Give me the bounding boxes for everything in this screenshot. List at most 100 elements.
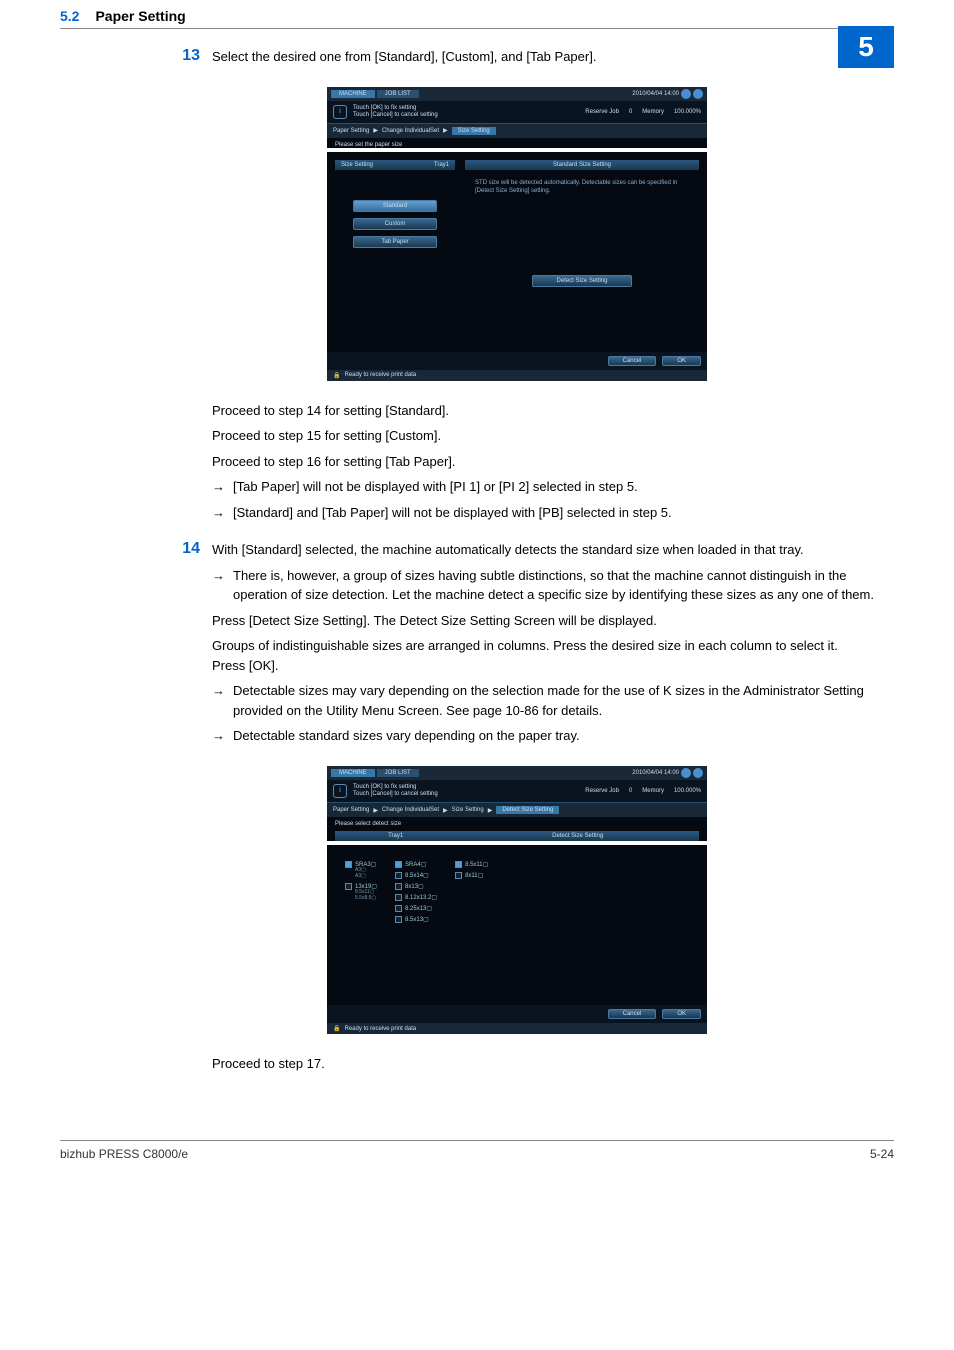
size-option[interactable]: 8.12x13.2▢ [395,894,437,901]
step13-text: Select the desired one from [Standard], … [212,47,874,67]
screenshot-size-setting: MACHINE JOB LIST 2010/04/04 14:00 i Touc… [327,87,707,381]
cancel-button[interactable]: Cancel [608,356,657,366]
help-icon[interactable] [681,89,691,99]
step-number-14: 14 [160,540,200,752]
datetime: 2010/04/04 14:00 [632,770,679,776]
size-option[interactable]: 8.25x13▢ [395,905,437,912]
left-header: Size Setting [341,162,373,168]
size-option[interactable]: SRA4▢ [395,861,437,868]
info-icon[interactable] [693,89,703,99]
section-number: 5.2 [60,8,79,24]
size-option[interactable]: 8x13▢ [395,883,437,890]
memory-label: Memory [642,109,664,115]
prompt-text: Please set the paper size [335,142,699,148]
footer-right: 5-24 [870,1147,894,1161]
checkbox-icon[interactable] [345,883,352,890]
status-text: Ready to receive print data [344,1026,416,1032]
size-label: 8.5x14▢ [405,872,429,879]
screenshot-detect-size: MACHINE JOB LIST 2010/04/04 14:00 i Touc… [327,766,707,1034]
checkbox-icon[interactable] [395,872,402,879]
chapter-badge: 5 [838,26,894,68]
status-text: Ready to receive print data [344,372,416,378]
step13-after-2: Proceed to step 15 for setting [Custom]. [212,426,874,446]
info-line1: Touch [OK] to fix setting [353,105,585,112]
info-badge-icon: i [333,105,347,119]
breadcrumb-1[interactable]: Paper Setting [333,128,369,134]
size-sub-label: 5.5x8.5▢ [355,896,376,902]
step14-mid-2: Groups of indistinguishable sizes are ar… [212,636,874,675]
chevron-icon: ▶ [443,127,448,134]
breadcrumb-2[interactable]: Change IndividualSet [382,807,439,813]
datetime: 2010/04/04 14:00 [632,91,679,97]
tray-header: Tray1 [335,831,456,841]
checkbox-icon[interactable] [395,861,402,868]
breadcrumb-1[interactable]: Paper Setting [333,807,369,813]
size-label: 8.12x13.2▢ [405,894,437,901]
custom-option[interactable]: Custom [353,218,437,230]
reserve-label: Reserve Job [585,109,619,115]
lock-icon: 🔒 [333,1025,340,1032]
size-option[interactable]: 8x11▢ [455,872,488,879]
step14-after: Proceed to step 17. [212,1054,874,1074]
ok-button[interactable]: OK [662,1009,701,1019]
prompt-text: Please select detect size [335,821,699,827]
checkbox-icon[interactable] [395,916,402,923]
size-label: 8x11▢ [465,872,483,879]
info-line2: Touch [Cancel] to cancel setting [353,791,585,798]
size-sub-label: A3▢ [355,874,366,880]
right-header: Standard Size Setting [465,160,699,170]
cancel-button[interactable]: Cancel [608,1009,657,1019]
reserve-value: 0 [629,788,632,794]
step14-mid-1: Press [Detect Size Setting]. The Detect … [212,611,874,631]
step-number-13: 13 [160,47,200,73]
info-line2: Touch [Cancel] to cancel setting [353,112,585,119]
checkbox-icon[interactable] [345,861,352,868]
memory-value: 100.000% [674,109,701,115]
step13-after-1: Proceed to step 14 for setting [Standard… [212,401,874,421]
checkbox-icon[interactable] [395,883,402,890]
size-label: 8.25x13▢ [405,905,432,912]
size-option[interactable]: 8.5x13▢ [395,916,437,923]
help-icon[interactable] [681,768,691,778]
lock-icon: 🔒 [333,372,340,379]
checkbox-icon[interactable] [455,872,462,879]
detect-size-button[interactable]: Detect Size Setting [532,275,632,287]
reserve-value: 0 [629,109,632,115]
step13-note-1: [Tab Paper] will not be displayed with [… [233,477,874,497]
size-option[interactable]: 8.5x11▢ [455,861,488,868]
chevron-icon: ▶ [373,807,378,814]
tray-label: Tray1 [434,162,449,168]
info-icon[interactable] [693,768,703,778]
chevron-icon: ▶ [443,807,448,814]
step13-after-3: Proceed to step 16 for setting [Tab Pape… [212,452,874,472]
checkbox-icon[interactable] [455,861,462,868]
joblist-tab[interactable]: JOB LIST [377,90,419,98]
size-label: 8.5x13▢ [405,916,429,923]
breadcrumb-3[interactable]: Size Setting [452,807,484,813]
checkbox-icon[interactable] [395,905,402,912]
ok-button[interactable]: OK [662,356,701,366]
chevron-icon: ▶ [373,127,378,134]
description-text: STD size will be detected automatically.… [475,180,689,196]
arrow-icon: → [212,566,225,605]
size-label: 8.5x11▢ [465,861,488,868]
size-label: 8x13▢ [405,883,424,890]
memory-value: 100.000% [674,788,701,794]
tab-paper-option[interactable]: Tab Paper [353,236,437,248]
detect-header: Detect Size Setting [456,831,699,841]
footer-left: bizhub PRESS C8000/e [60,1147,188,1161]
size-option[interactable]: 8.5x14▢ [395,872,437,879]
step13-note-2: [Standard] and [Tab Paper] will not be d… [233,503,874,523]
standard-option[interactable]: Standard [353,200,437,212]
arrow-icon: → [212,477,225,497]
info-line1: Touch [OK] to fix setting [353,784,585,791]
machine-tab[interactable]: MACHINE [331,769,375,777]
machine-tab[interactable]: MACHINE [331,90,375,98]
memory-label: Memory [642,788,664,794]
joblist-tab[interactable]: JOB LIST [377,769,419,777]
breadcrumb-3: Size Setting [452,127,496,135]
step14-note-a: There is, however, a group of sizes havi… [233,566,874,605]
breadcrumb-2[interactable]: Change IndividualSet [382,128,439,134]
reserve-label: Reserve Job [585,788,619,794]
checkbox-icon[interactable] [395,894,402,901]
